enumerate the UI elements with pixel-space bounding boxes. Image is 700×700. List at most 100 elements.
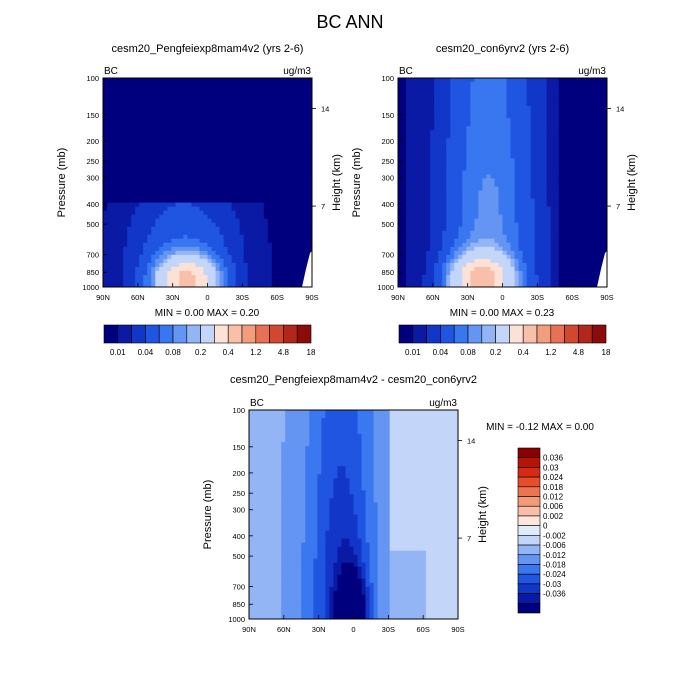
contour-cell bbox=[171, 166, 176, 172]
contour-cell bbox=[562, 102, 568, 107]
contour-cell bbox=[143, 158, 148, 163]
contour-cell bbox=[135, 226, 140, 232]
contour-cell bbox=[183, 134, 188, 139]
contour-cell bbox=[307, 178, 312, 184]
contour-cell bbox=[211, 242, 217, 248]
contour-cell bbox=[235, 106, 241, 111]
contour-cell bbox=[219, 194, 225, 200]
contour-cell bbox=[135, 254, 140, 260]
contour-cell bbox=[103, 210, 108, 216]
contour-cell bbox=[183, 194, 188, 200]
contour-cell bbox=[287, 162, 293, 168]
contour-cell bbox=[562, 110, 568, 115]
contour-cell bbox=[171, 94, 176, 99]
contour-cell bbox=[175, 146, 180, 151]
contour-cell bbox=[534, 78, 540, 83]
contour-cell bbox=[502, 146, 508, 151]
contour-cell bbox=[582, 210, 588, 216]
contour-cell bbox=[231, 78, 237, 83]
contour-cell bbox=[279, 202, 285, 208]
contour-cell bbox=[247, 246, 253, 252]
contour-cell bbox=[446, 146, 451, 151]
contour-cell bbox=[554, 210, 560, 216]
contour-cell bbox=[546, 146, 552, 151]
contour-cell bbox=[478, 114, 483, 119]
contour-cell bbox=[562, 202, 568, 208]
contour-cell bbox=[602, 154, 607, 159]
contour-cell bbox=[155, 206, 160, 212]
contour-cell bbox=[538, 158, 544, 163]
contour-cell bbox=[434, 158, 439, 163]
contour-cell bbox=[474, 218, 479, 224]
contour-cell bbox=[211, 146, 217, 151]
contour-cell bbox=[155, 94, 160, 99]
contour-cell bbox=[267, 154, 273, 159]
contour-cell bbox=[422, 170, 427, 176]
contour-cell bbox=[243, 178, 249, 184]
contour-cell bbox=[207, 134, 213, 139]
contour-cell bbox=[478, 210, 483, 216]
contour-cell bbox=[183, 198, 188, 204]
contour-cell bbox=[271, 170, 277, 176]
contour-cell bbox=[462, 230, 467, 236]
contour-cell bbox=[283, 278, 289, 284]
contour-cell bbox=[590, 90, 596, 95]
contour-cell bbox=[239, 82, 245, 87]
contour-cell bbox=[530, 110, 536, 115]
contour-cell bbox=[562, 222, 568, 228]
contour-cell bbox=[155, 278, 160, 284]
contour-cell bbox=[163, 218, 168, 224]
contour-cell bbox=[534, 174, 540, 180]
contour-cell bbox=[470, 146, 475, 151]
contour-cell bbox=[127, 194, 132, 200]
contour-cell bbox=[299, 86, 305, 91]
contour-cell bbox=[494, 210, 500, 216]
contour-cell bbox=[426, 190, 431, 196]
contour-cell bbox=[486, 178, 492, 184]
contour-cell bbox=[530, 174, 536, 180]
contour-cell bbox=[458, 158, 463, 163]
contour-cell bbox=[187, 174, 193, 180]
contour-cell bbox=[131, 254, 136, 260]
contour-cell bbox=[602, 238, 607, 244]
contour-cell bbox=[279, 222, 285, 228]
contour-cell bbox=[103, 258, 108, 264]
contour-cell bbox=[506, 206, 512, 212]
contour-cell bbox=[562, 238, 568, 244]
contour-cell bbox=[522, 142, 528, 147]
contour-cell bbox=[474, 234, 479, 240]
contour-cell bbox=[570, 170, 576, 176]
contour-cell bbox=[247, 90, 253, 95]
contour-cell bbox=[510, 102, 516, 107]
contour-cell bbox=[235, 226, 241, 232]
contour-cell bbox=[522, 238, 528, 244]
contour-cell bbox=[530, 222, 536, 228]
contour-cell bbox=[287, 254, 293, 260]
contour-cell bbox=[422, 86, 427, 91]
contour-cell bbox=[554, 242, 560, 248]
contour-cell bbox=[115, 250, 120, 256]
contour-cell bbox=[410, 90, 415, 95]
contour-cell bbox=[538, 246, 544, 252]
contour-cell bbox=[287, 158, 293, 163]
contour-cell bbox=[111, 114, 116, 119]
contour-cell bbox=[414, 198, 419, 204]
contour-cell bbox=[526, 138, 532, 143]
contour-cell bbox=[566, 186, 572, 192]
contour-cell bbox=[466, 126, 471, 131]
contour-cell bbox=[558, 170, 564, 176]
contour-cell bbox=[167, 82, 172, 87]
contour-cell bbox=[259, 238, 265, 244]
contour-cell bbox=[155, 194, 160, 200]
contour-cell bbox=[179, 78, 184, 83]
contour-cell bbox=[562, 166, 568, 172]
contour-cell bbox=[147, 218, 152, 224]
contour-cell bbox=[442, 222, 447, 228]
contour-cell bbox=[211, 230, 217, 236]
contour-cell bbox=[143, 78, 148, 83]
contour-cell bbox=[287, 82, 293, 87]
contour-cell bbox=[454, 170, 459, 176]
contour-cell bbox=[494, 186, 500, 192]
contour-cell bbox=[518, 242, 524, 248]
contour-cell bbox=[466, 230, 471, 236]
